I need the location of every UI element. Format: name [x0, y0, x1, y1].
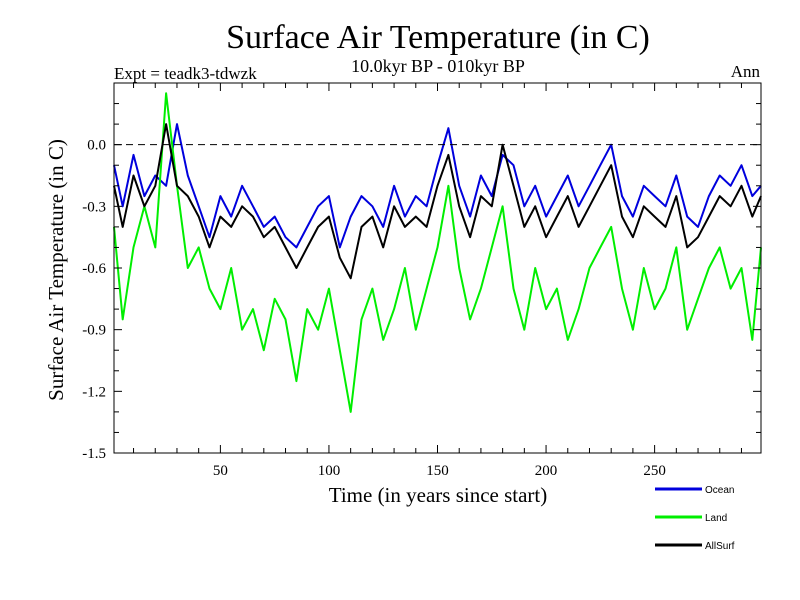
chart-subtitle: 10.0kyr BP - 010kyr BP: [351, 56, 525, 76]
experiment-label: Expt = teadk3-tdwzk: [114, 64, 257, 83]
x-tick-label: 100: [318, 463, 341, 479]
legend-label-ocean: Ocean: [705, 485, 734, 496]
y-tick-label: -0.6: [82, 261, 106, 277]
season-label: Ann: [731, 62, 761, 81]
legend-label-land: Land: [705, 513, 727, 524]
x-tick-label: 150: [426, 463, 449, 479]
x-tick-label: 250: [643, 463, 666, 479]
series-line-ocean: [113, 123, 762, 249]
y-tick-label: 0.0: [87, 138, 106, 154]
y-tick-label: -1.2: [82, 384, 106, 400]
x-tick-label: 50: [213, 463, 228, 479]
legend: Ocean Land AllSurf: [655, 485, 735, 552]
series-line-land: [113, 92, 762, 413]
y-tick-label: -0.3: [82, 199, 106, 215]
chart-title: Surface Air Temperature (in C): [226, 19, 650, 56]
plot-frame: [113, 82, 762, 454]
series-layer: [113, 92, 762, 413]
x-axis-label: Time (in years since start): [329, 483, 548, 507]
y-tick-label: -0.9: [82, 323, 106, 339]
legend-label-allsurf: AllSurf: [705, 541, 735, 552]
x-tick-label: 200: [535, 463, 558, 479]
ticks-layer: 50 100 150 200 250 -1.5 -1.2 -0.9 -0.6 -0.3 0.0: [82, 82, 761, 479]
y-axis-label: Surface Air Temperature (in C): [44, 139, 68, 401]
y-tick-label: -1.5: [82, 446, 106, 462]
series-line-allsurf: [113, 123, 762, 280]
